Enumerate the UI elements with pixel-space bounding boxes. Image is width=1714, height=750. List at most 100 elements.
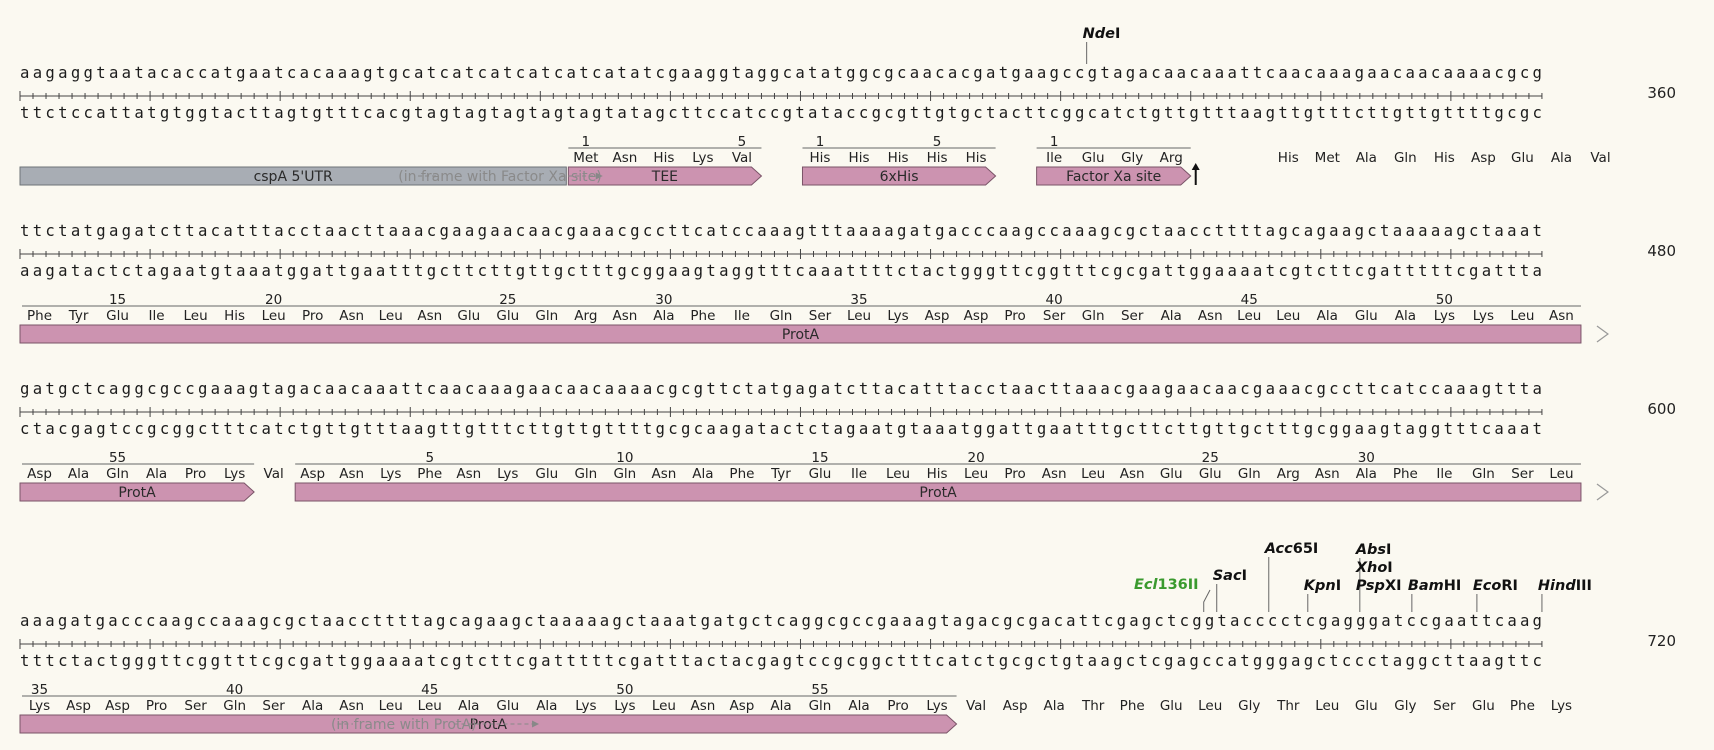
amino-acid: Leu	[847, 308, 871, 324]
amino-acid: Glu	[809, 466, 832, 482]
amino-acid: Leu	[1510, 308, 1534, 324]
site-label: Ecl136II	[1134, 577, 1199, 593]
amino-acid: Phe	[729, 466, 754, 482]
feature-tee: TEE	[567, 166, 763, 186]
residue-number: 55	[811, 682, 828, 698]
amino-acid: Pro	[185, 466, 206, 482]
amino-acid: Lys	[1473, 308, 1494, 324]
amino-acid: Phe	[690, 308, 715, 324]
amino-acid: His	[849, 150, 870, 166]
amino-acid: Pro	[302, 308, 323, 324]
feature-label: ProtA	[919, 485, 957, 501]
amino-acid: Ile	[1046, 150, 1062, 166]
amino-acid: His	[224, 308, 245, 324]
amino-acid: Leu	[1081, 466, 1105, 482]
amino-acid: His	[1278, 150, 1299, 166]
amino-acid: Glu	[1160, 466, 1183, 482]
amino-acid: Leu	[1315, 698, 1339, 714]
amino-acid: Gln	[574, 466, 597, 482]
bottom-strand: ctacgagtccgcggctttcatctgttgtttaagttgtttc…	[20, 420, 1542, 438]
amino-acid: Gln	[535, 308, 558, 324]
amino-acid: Gly	[1394, 698, 1416, 714]
feature-bar	[19, 324, 1582, 344]
amino-acid: Ala	[770, 698, 791, 714]
feature-bar	[294, 482, 1582, 502]
residue-number: 20	[265, 292, 282, 308]
feature-bar	[19, 166, 567, 186]
amino-acid: Asp	[105, 698, 130, 714]
position-number: 720	[1647, 632, 1676, 650]
amino-acid: Lys	[1434, 308, 1455, 324]
sequence-row-4: aaagatgacccaagccaaagcgctaaccttttagcagaag…	[19, 541, 1676, 734]
site-label: BamHI	[1408, 578, 1461, 594]
feature-arrow	[19, 714, 958, 734]
sequence-row-1: aagaggtaatacaccatgaatcacaaagtgcatcatcatc…	[19, 26, 1676, 186]
amino-acid: Ala	[146, 466, 167, 482]
restriction-site-saci: SacI	[1213, 568, 1247, 612]
residue-number: 25	[499, 292, 516, 308]
feature-label: 6xHis	[880, 169, 919, 185]
feature-6xhis: 6xHis	[801, 166, 997, 186]
feature-label: TEE	[651, 169, 678, 185]
amino-acid: Val	[264, 466, 284, 482]
site-label: AbsI	[1355, 542, 1392, 558]
sequence-row-3: gatgctcaggcgccgaaagtagacaacaaattcaacaaag…	[19, 380, 1676, 502]
bottom-strand: tttctactgggttcggtttcgcgattggaaaatcgtcttc…	[20, 652, 1542, 670]
amino-acid: Asn	[612, 308, 637, 324]
residue-number: 45	[421, 682, 438, 698]
amino-acid: Asp	[925, 308, 950, 324]
amino-acid: Leu	[418, 698, 442, 714]
amino-acid: Asn	[651, 466, 676, 482]
amino-acid: Gln	[106, 466, 129, 482]
amino-acid: Val	[1590, 150, 1610, 166]
top-strand: gatgctcaggcgccgaaagtagacaacaaattcaacaaag…	[20, 380, 1542, 398]
frame-note: (in frame with Factor Xa site)	[398, 169, 601, 185]
residue-number: 35	[850, 292, 867, 308]
amino-acid: His	[653, 150, 674, 166]
position-number: 600	[1647, 400, 1676, 418]
amino-acid: Glu	[1199, 466, 1222, 482]
amino-acid: Arg	[1160, 150, 1183, 166]
amino-acid: Phe	[27, 308, 52, 324]
amino-acid: Asp	[27, 466, 52, 482]
amino-acid: Gln	[1238, 466, 1261, 482]
residue-number: 40	[1046, 292, 1063, 308]
position-number: 360	[1647, 84, 1676, 102]
residue-number: 30	[655, 292, 672, 308]
amino-acid: Ala	[1395, 308, 1416, 324]
amino-acid: Ser	[262, 698, 285, 714]
position-number: 480	[1647, 242, 1676, 260]
site-label: PspXI	[1356, 578, 1402, 594]
amino-acid: Tyr	[770, 466, 791, 482]
top-strand: ttctatgagatcttacatttacctaacttaaacgaagaac…	[20, 222, 1542, 240]
amino-acid: Met	[573, 150, 598, 166]
amino-acid: Ala	[68, 466, 89, 482]
feature-label: ProtA	[118, 485, 156, 501]
amino-acid: Lys	[575, 698, 596, 714]
site-label: SacI	[1213, 568, 1247, 584]
amino-acid: Glu	[1511, 150, 1534, 166]
amino-acid: Glu	[496, 698, 519, 714]
feature-label: ProtA	[470, 717, 508, 733]
amino-acid: Leu	[1237, 308, 1261, 324]
amino-acid: Ala	[302, 698, 323, 714]
amino-acid: Pro	[1004, 308, 1025, 324]
amino-acid: Leu	[1198, 698, 1222, 714]
amino-acid: Phe	[1120, 698, 1145, 714]
feature-arrow	[801, 166, 997, 186]
amino-acid: Glu	[457, 308, 480, 324]
amino-acid: Ala	[653, 308, 674, 324]
amino-acid: Pro	[887, 698, 908, 714]
amino-acid: Leu	[379, 308, 403, 324]
restriction-site-ndei: NdeI	[1083, 26, 1121, 64]
amino-acid: Phe	[417, 466, 442, 482]
amino-acid: Glu	[1082, 150, 1105, 166]
amino-acid: Ser	[1433, 698, 1456, 714]
amino-acid: Lys	[29, 698, 50, 714]
amino-acid: Asn	[691, 698, 716, 714]
amino-acid: Arg	[574, 308, 597, 324]
amino-acid: Glu	[535, 466, 558, 482]
residue-number: 10	[616, 450, 633, 466]
site-label: NdeI	[1083, 26, 1121, 42]
